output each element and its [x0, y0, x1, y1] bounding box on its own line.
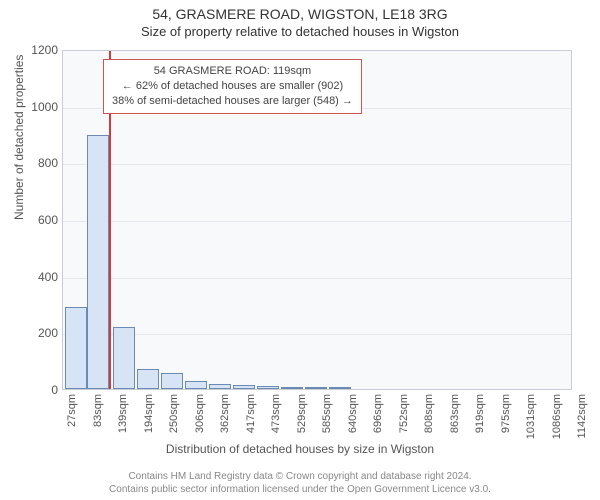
- x-tick-label: 83sqm: [92, 394, 104, 427]
- plot-area: 54 GRASMERE ROAD: 119sqm ← 62% of detach…: [62, 50, 572, 390]
- footer-line1: Contains HM Land Registry data © Crown c…: [0, 470, 600, 483]
- histogram-bar: [137, 369, 159, 389]
- histogram-bar: [113, 327, 135, 389]
- y-tick-label: 400: [18, 270, 58, 284]
- x-tick-label: 27sqm: [66, 394, 78, 427]
- footer-line2: Contains public sector information licen…: [0, 483, 600, 496]
- x-tick-label: 640sqm: [347, 394, 359, 433]
- chart-container: 54, GRASMERE ROAD, WIGSTON, LE18 3RG Siz…: [0, 0, 600, 500]
- x-tick-label: 863sqm: [449, 394, 461, 433]
- gridline: [63, 164, 571, 165]
- x-tick-label: 1142sqm: [576, 394, 588, 438]
- x-tick-label: 362sqm: [219, 394, 231, 433]
- y-tick-label: 800: [18, 156, 58, 170]
- y-tick-label: 0: [18, 383, 58, 397]
- gridline: [63, 221, 571, 222]
- x-axis-title: Distribution of detached houses by size …: [0, 442, 600, 456]
- annotation-line3: 38% of semi-detached houses are larger (…: [112, 94, 353, 109]
- x-tick-label: 417sqm: [245, 394, 257, 433]
- chart-subtitle: Size of property relative to detached ho…: [0, 22, 600, 39]
- x-tick-label: 975sqm: [500, 394, 512, 433]
- annotation-line1: 54 GRASMERE ROAD: 119sqm: [112, 64, 353, 79]
- x-tick-label: 529sqm: [296, 394, 308, 433]
- x-tick-label: 473sqm: [270, 394, 282, 433]
- histogram-bar: [161, 373, 183, 389]
- x-tick-label: 752sqm: [398, 394, 410, 433]
- y-tick-label: 1200: [18, 43, 58, 57]
- y-axis-title: Number of detached properties: [12, 55, 26, 220]
- chart-plot-wrap: 54 GRASMERE ROAD: 119sqm ← 62% of detach…: [62, 50, 572, 390]
- x-tick-label: 139sqm: [117, 394, 129, 433]
- histogram-bar: [257, 386, 279, 389]
- histogram-bar: [329, 387, 351, 389]
- x-tick-label: 808sqm: [423, 394, 435, 433]
- annotation-line2: ← 62% of detached houses are smaller (90…: [112, 79, 353, 94]
- histogram-bar: [65, 307, 87, 389]
- x-tick-label: 919sqm: [474, 394, 486, 433]
- y-tick-label: 600: [18, 213, 58, 227]
- x-tick-label: 306sqm: [194, 394, 206, 433]
- histogram-bar: [233, 385, 255, 389]
- gridline: [63, 334, 571, 335]
- histogram-bar: [281, 387, 303, 389]
- x-tick-label: 250sqm: [168, 394, 180, 433]
- gridline: [63, 278, 571, 279]
- page-title: 54, GRASMERE ROAD, WIGSTON, LE18 3RG: [0, 0, 600, 22]
- histogram-bar: [305, 387, 327, 389]
- x-tick-label: 1031sqm: [525, 394, 537, 439]
- histogram-bar: [87, 135, 109, 389]
- annotation-box: 54 GRASMERE ROAD: 119sqm ← 62% of detach…: [103, 59, 362, 114]
- y-tick-label: 200: [18, 326, 58, 340]
- x-tick-label: 1086sqm: [551, 394, 563, 439]
- histogram-bar: [185, 381, 207, 390]
- x-tick-label: 194sqm: [143, 394, 155, 433]
- y-tick-label: 1000: [18, 100, 58, 114]
- histogram-bar: [209, 384, 231, 389]
- footer: Contains HM Land Registry data © Crown c…: [0, 470, 600, 496]
- x-tick-label: 585sqm: [321, 394, 333, 433]
- x-tick-label: 696sqm: [372, 394, 384, 433]
